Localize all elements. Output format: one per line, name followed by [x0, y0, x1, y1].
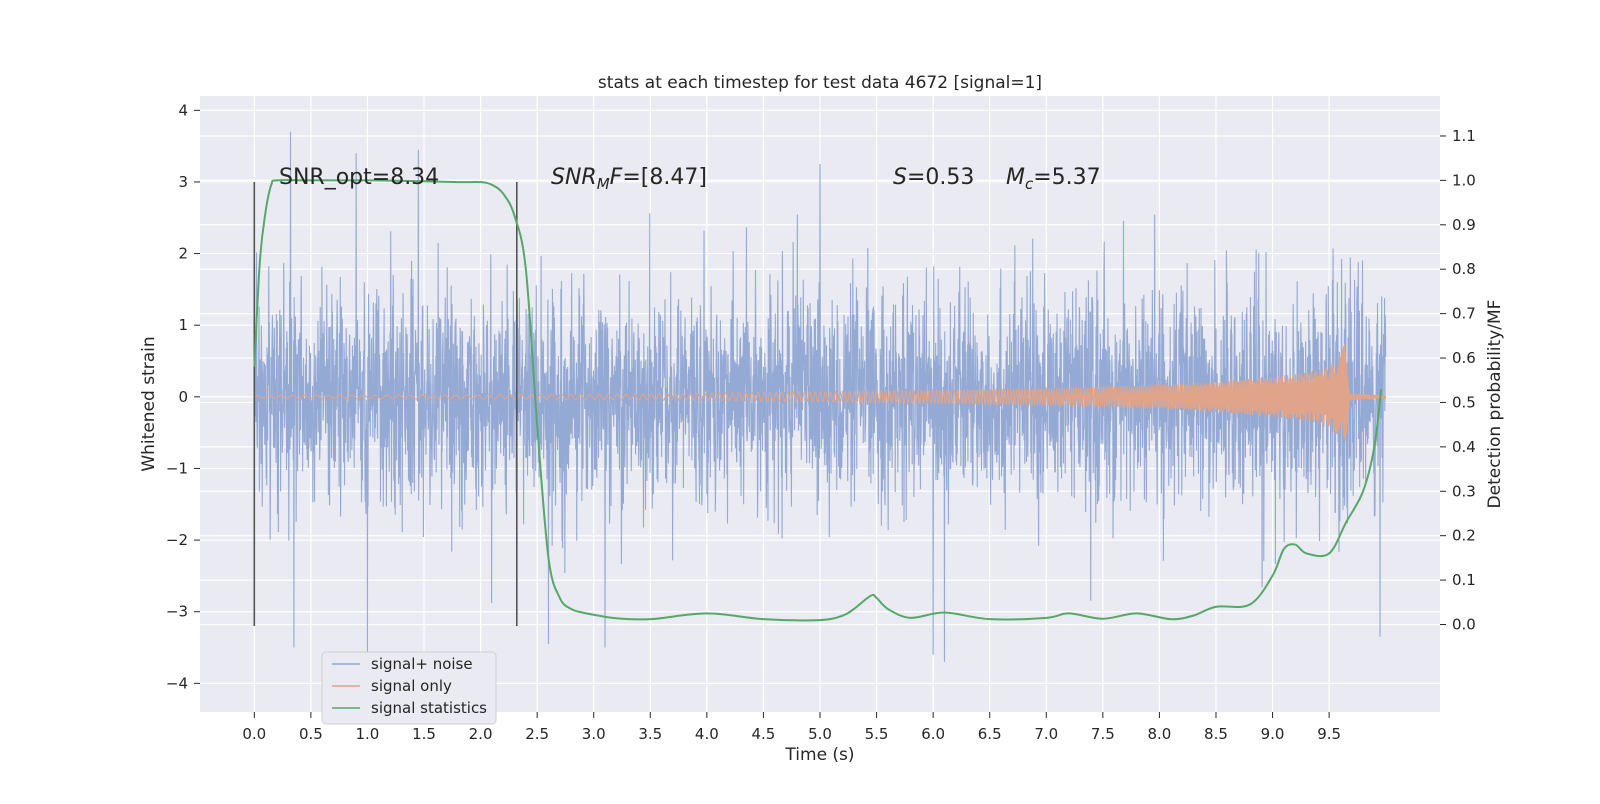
x-axis-label: Time (s)	[784, 745, 854, 765]
annotation-s: S=0.53	[893, 165, 974, 190]
series-signal-only	[253, 344, 1387, 441]
line-signal-plus-noise	[253, 131, 1387, 662]
y-left-tick-label: 1	[178, 316, 188, 334]
y-axis-left-ticks: −4 −3 −2 −1 0 1 2 3 4	[166, 101, 200, 692]
detection-window-lines	[253, 181, 518, 627]
annotation-mc: Mc=5.37	[1006, 165, 1101, 193]
y-right-tick-label: 0.7	[1452, 305, 1476, 323]
y-right-tick-label: 0.4	[1452, 438, 1476, 456]
series-signal-statistics	[253, 179, 1383, 622]
x-tick-label: 4.5	[752, 725, 776, 743]
y-left-tick-label: −4	[166, 674, 188, 692]
x-tick-label: 4.0	[695, 725, 719, 743]
x-tick-label: 5.5	[865, 725, 889, 743]
y-left-tick-label: 0	[178, 388, 188, 406]
x-tick-label: 7.0	[1034, 725, 1058, 743]
y-right-tick-label: 1.1	[1452, 127, 1476, 145]
x-tick-label: 3.0	[582, 725, 606, 743]
x-tick-label: 6.0	[921, 725, 945, 743]
y-right-tick-label: 0.1	[1452, 571, 1476, 589]
annotation-snr-mf: SNRMF=[8.47]	[551, 165, 707, 193]
y-left-tick-label: 2	[178, 245, 188, 263]
y-axis-left-label: Whitened strain	[139, 336, 159, 471]
x-tick-label: 9.5	[1317, 725, 1341, 743]
annotation-snr-mf-sub: M	[597, 175, 610, 193]
y-right-tick-label: 1.0	[1452, 171, 1476, 189]
line-signal-only	[253, 344, 1387, 441]
y-left-tick-label: −1	[166, 459, 188, 477]
x-axis-ticks: 0.0 0.5 1.0 1.5 2.0 2.5 3.0 3.5 4.0 4.5 5.0 5.5 6.0 6…	[242, 712, 1341, 743]
chart-title: stats at each timestep for test data 467…	[598, 73, 1042, 93]
y-left-tick-label: 3	[178, 173, 188, 191]
x-tick-label: 0.0	[242, 725, 266, 743]
x-tick-label: 9.0	[1261, 725, 1285, 743]
x-tick-label: 1.0	[356, 725, 380, 743]
annotation-mc-symbol: M	[1006, 165, 1025, 190]
y-axis-right-label: Detection probability/MF	[1485, 300, 1505, 509]
x-tick-label: 5.0	[808, 725, 832, 743]
x-tick-label: 7.5	[1091, 725, 1115, 743]
y-right-tick-label: 0.6	[1452, 349, 1476, 367]
x-tick-label: 6.5	[978, 725, 1002, 743]
y-right-tick-label: 0.5	[1452, 393, 1476, 411]
y-right-tick-label: 0.8	[1452, 260, 1476, 278]
y-right-tick-label: 0.9	[1452, 216, 1476, 234]
x-tick-label: 8.0	[1147, 725, 1171, 743]
legend-box	[321, 651, 497, 725]
y-right-tick-label: 0.3	[1452, 482, 1476, 500]
annotation-snr-opt: SNR_opt=8.34	[279, 165, 439, 190]
annotation-mc-sub: c	[1025, 175, 1034, 193]
y-left-tick-label: −2	[166, 531, 188, 549]
legend: signal+ noise signal only signal statist…	[321, 651, 497, 725]
y-right-tick-label: 0.2	[1452, 527, 1476, 545]
x-tick-label: 0.5	[299, 725, 323, 743]
line-signal-statistics	[253, 179, 1383, 622]
annotation-snr-mf-rest: F	[610, 165, 623, 190]
y-left-tick-label: 4	[178, 101, 188, 119]
series-signal-plus-noise	[253, 131, 1387, 662]
x-tick-label: 2.5	[525, 725, 549, 743]
annotation-s-symbol: S	[893, 165, 907, 190]
annotation-s-value: =0.53	[907, 165, 974, 190]
annotation-snr-mf-base: SNR	[551, 165, 597, 190]
x-tick-label: 1.5	[412, 725, 436, 743]
y-axis-right-ticks: 0.0 0.1 0.2 0.3 0.4 0.5 0.6 0.7 0.8 0.9 1.0 1.1	[1440, 127, 1476, 634]
y-left-tick-label: −3	[166, 603, 188, 621]
x-tick-label: 2.0	[469, 725, 493, 743]
annotation-mc-value: =5.37	[1033, 165, 1100, 190]
legend-label-signal-plus-noise: signal+ noise	[371, 655, 473, 673]
legend-label-signal-statistics: signal statistics	[371, 699, 487, 717]
annotation-snr-mf-value: =[8.47]	[622, 165, 707, 190]
x-tick-label: 8.5	[1204, 725, 1228, 743]
legend-label-signal-only: signal only	[371, 677, 452, 695]
x-tick-label: 3.5	[638, 725, 662, 743]
y-right-tick-label: 0.0	[1452, 616, 1476, 634]
